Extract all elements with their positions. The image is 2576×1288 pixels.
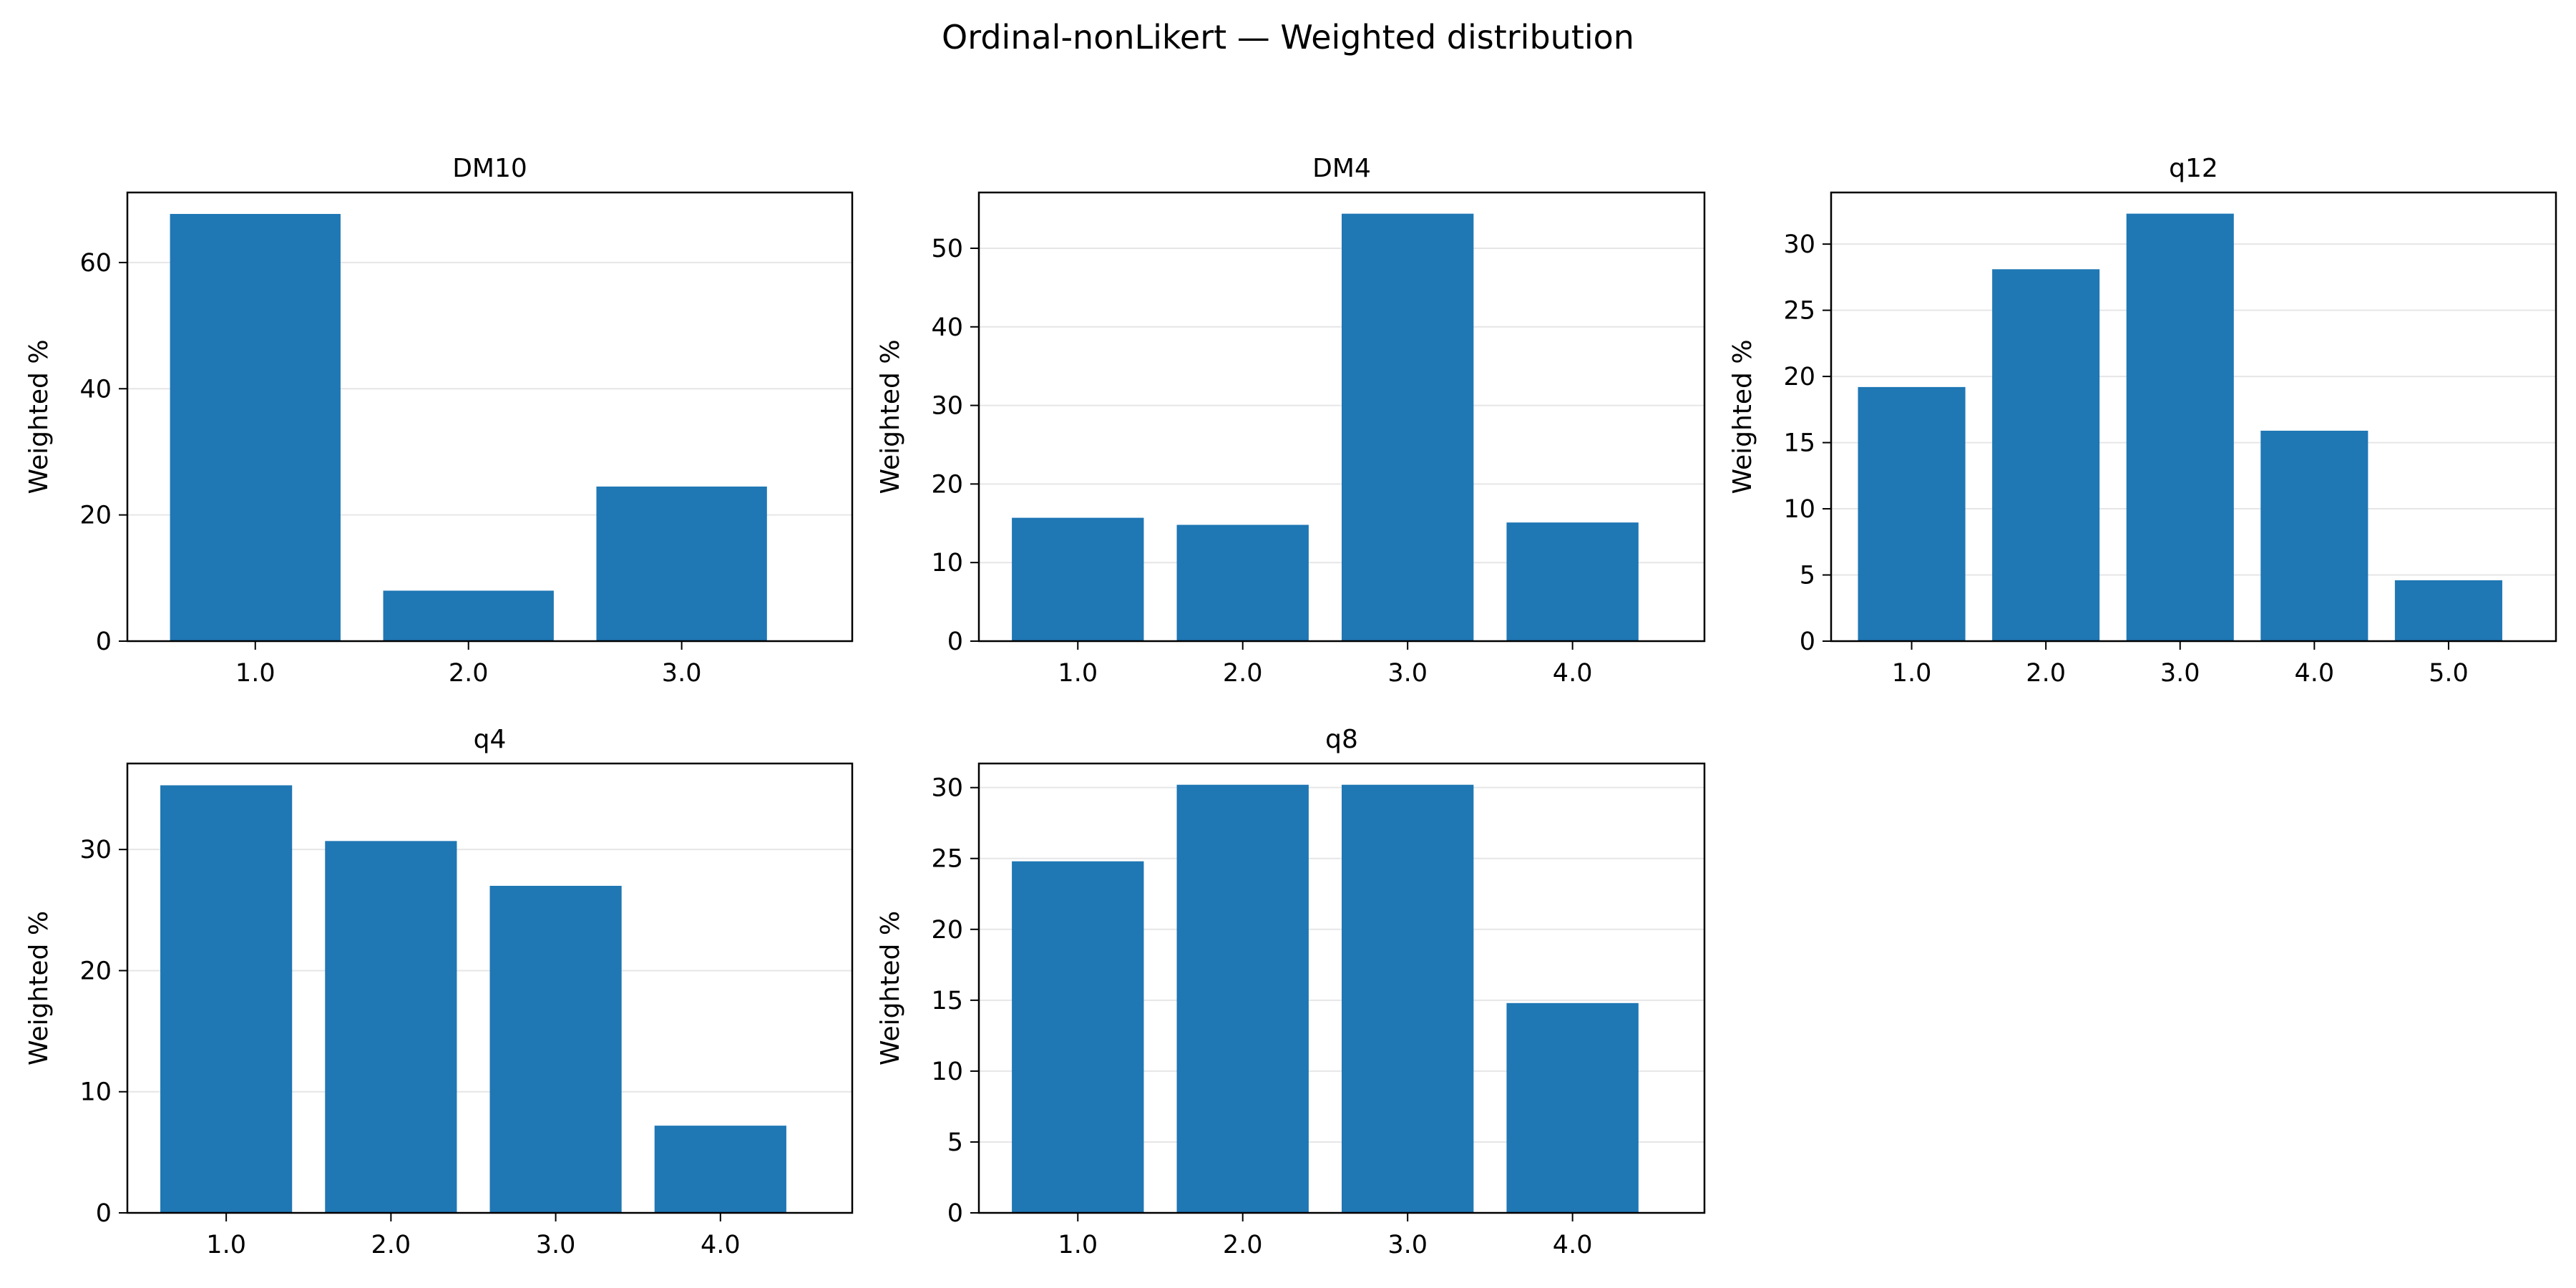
- bar: [1012, 861, 1144, 1213]
- subplot-title: q4: [474, 725, 507, 754]
- y-axis-label: Weighted %: [24, 339, 54, 494]
- x-tick-label: 1.0: [1892, 659, 1932, 688]
- bar: [1342, 784, 1474, 1213]
- subplot-4: 0 10 20 30 1.0 2.0 3.0 4.0 q4 Weighted %: [24, 725, 854, 1259]
- x-tick-label: 2.0: [1223, 1231, 1263, 1259]
- x-tick-label: 4.0: [1553, 1231, 1593, 1259]
- bar: [160, 785, 293, 1213]
- y-tick-label: 10: [931, 1058, 963, 1086]
- y-tick-label: 20: [931, 470, 963, 499]
- subplot-title: DM4: [1312, 154, 1371, 183]
- bar: [1992, 269, 2100, 642]
- figure-title: Ordinal-nonLikert — Weighted distributio…: [942, 18, 1634, 57]
- subplot-title: DM10: [452, 154, 527, 183]
- axes-frame: [977, 762, 1706, 1214]
- bar: [383, 590, 554, 641]
- bar: [1506, 1002, 1639, 1213]
- y-tick-label: 0: [1800, 628, 1815, 656]
- x-tick-label: 2.0: [1223, 659, 1263, 688]
- bar: [1012, 517, 1144, 641]
- x-tick-label: 1.0: [235, 659, 275, 688]
- x-tick-label: 1.0: [206, 1231, 246, 1259]
- y-tick-label: 20: [931, 916, 963, 945]
- y-tick-label: 20: [1783, 363, 1815, 391]
- y-tick-label: 20: [79, 957, 112, 985]
- subplot-3: 0 5 10 15 20 25 30 1.0 2.0 3.0 4.0 5.0 q12 Weighted %: [1728, 154, 2557, 688]
- axes-frame: [977, 191, 1706, 643]
- axes-frame: [126, 191, 854, 643]
- y-tick-label: 5: [947, 1128, 963, 1157]
- bar: [1342, 213, 1474, 642]
- bar: [654, 1126, 786, 1213]
- y-tick-label: 10: [1783, 495, 1815, 524]
- x-tick-label: 4.0: [701, 1231, 741, 1259]
- y-tick-label: 15: [1783, 429, 1815, 458]
- x-tick-label: 4.0: [2294, 659, 2334, 688]
- bar: [2260, 430, 2368, 641]
- bar: [170, 213, 341, 641]
- y-tick-label: 5: [1800, 562, 1815, 590]
- x-tick-label: 1.0: [1058, 1231, 1098, 1259]
- y-tick-label: 25: [1783, 297, 1815, 326]
- x-tick-label: 5.0: [2429, 659, 2469, 688]
- y-axis-label: Weighted %: [24, 911, 54, 1065]
- y-axis-label: Weighted %: [876, 339, 905, 494]
- x-tick-label: 3.0: [1387, 1231, 1428, 1259]
- y-tick-label: 25: [931, 845, 963, 874]
- bar: [1176, 784, 1309, 1213]
- y-tick-label: 60: [79, 249, 112, 278]
- x-tick-label: 2.0: [371, 1231, 411, 1259]
- x-tick-label: 3.0: [1387, 659, 1428, 688]
- axes-frame: [126, 762, 854, 1214]
- bar: [489, 885, 622, 1213]
- bar: [596, 486, 767, 641]
- x-tick-label: 2.0: [449, 659, 489, 688]
- y-tick-label: 30: [931, 774, 963, 803]
- bar: [1858, 386, 1966, 641]
- x-tick-label: 1.0: [1058, 659, 1098, 688]
- y-tick-label: 10: [79, 1078, 112, 1107]
- bar: [1176, 525, 1309, 641]
- x-tick-label: 2.0: [2026, 659, 2066, 688]
- y-tick-label: 20: [79, 502, 112, 530]
- y-tick-label: 30: [1783, 230, 1815, 259]
- subplot-5: 0 5 10 15 20 25 30 1.0 2.0 3.0 4.0 q8 Weighted %: [876, 725, 1706, 1259]
- subplot-1: 0 20 40 60 1.0 2.0 3.0 DM10 Weighted %: [24, 154, 854, 688]
- subplot-grid: 0 20 40 60 1.0 2.0 3.0 DM10 Weighted % 0 10 20 30 40 5…: [24, 154, 2557, 1259]
- y-axis-label: Weighted %: [1728, 339, 1757, 494]
- axes-frame: [1830, 191, 2557, 643]
- y-tick-label: 0: [947, 628, 963, 656]
- x-tick-label: 3.0: [662, 659, 702, 688]
- bar: [2394, 580, 2502, 641]
- x-tick-label: 4.0: [1553, 659, 1593, 688]
- y-tick-label: 0: [96, 1199, 112, 1228]
- y-tick-label: 10: [931, 549, 963, 577]
- subplot-2: 0 10 20 30 40 50 1.0 2.0 3.0 4.0 DM4 Weighted %: [876, 154, 1706, 688]
- bar: [325, 841, 457, 1213]
- y-tick-label: 0: [947, 1199, 963, 1228]
- y-tick-label: 15: [931, 987, 963, 1015]
- bar: [1506, 522, 1639, 641]
- y-tick-label: 40: [79, 375, 112, 404]
- y-tick-label: 30: [79, 836, 112, 864]
- x-tick-label: 3.0: [2160, 659, 2200, 688]
- subplot-title: q12: [2169, 154, 2218, 183]
- y-tick-label: 30: [931, 392, 963, 421]
- y-axis-label: Weighted %: [876, 911, 905, 1065]
- subplot-title: q8: [1325, 725, 1358, 754]
- y-tick-label: 40: [931, 313, 963, 342]
- x-tick-label: 3.0: [536, 1231, 576, 1259]
- y-tick-label: 0: [96, 628, 112, 656]
- y-tick-label: 50: [931, 235, 963, 263]
- bar: [2126, 213, 2234, 642]
